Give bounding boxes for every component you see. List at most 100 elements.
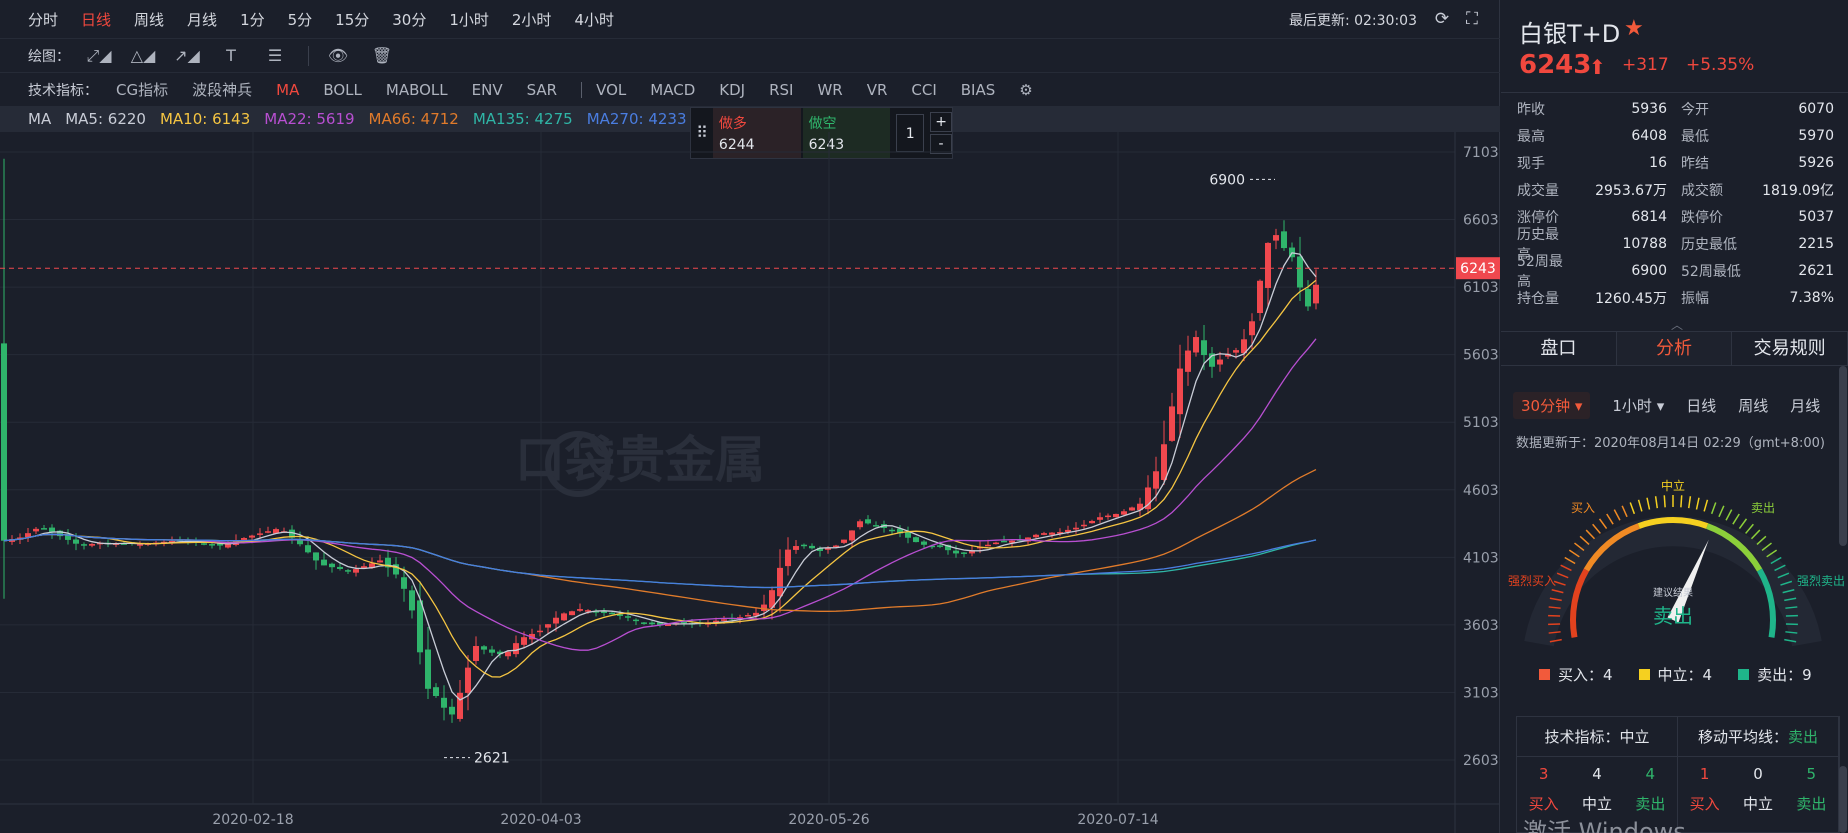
fullscreen-icon[interactable]: ⛶ <box>1466 9 1478 29</box>
gauge-tick <box>1560 564 1572 572</box>
candle-body <box>1137 503 1143 511</box>
gauge-tick <box>1553 580 1566 586</box>
sub-indicator-tab[interactable]: RSI <box>769 80 794 99</box>
analysis-period-tab[interactable]: 月线 <box>1790 396 1821 415</box>
sub-indicator-tab[interactable]: WR <box>817 80 843 99</box>
sub-indicator-tab[interactable]: BIAS <box>960 80 996 99</box>
refresh-icon[interactable]: ⟳ <box>1434 9 1450 29</box>
legend-item: 卖出：9 <box>1738 664 1812 685</box>
favorite-star-icon[interactable]: ★ <box>1624 16 1644 41</box>
period-tab[interactable]: 1小时 <box>449 10 489 29</box>
period-tab[interactable]: 15分 <box>335 10 370 29</box>
gauge-tick <box>1780 580 1793 586</box>
scrollbar[interactable] <box>1839 366 1847 546</box>
stat-value: 6814 <box>1631 208 1667 225</box>
sub-indicator-tab[interactable]: KDJ <box>719 80 746 99</box>
stat-label: 今开 <box>1681 101 1709 118</box>
indicator-tab[interactable]: MA <box>276 80 300 99</box>
analysis-period-tab[interactable]: 日线 <box>1686 396 1717 415</box>
indicator-settings-icon[interactable]: ⚙ <box>1019 80 1033 99</box>
candle-body <box>1201 340 1207 356</box>
line-tool-icon[interactable]: ⤢◢ <box>86 45 112 65</box>
period-tab[interactable]: 月线 <box>187 10 218 29</box>
y-tick-label: 6103 <box>1463 280 1499 296</box>
eye-icon[interactable]: 👁 <box>327 45 349 65</box>
drag-handle-icon[interactable]: ⠿ <box>696 123 708 142</box>
legend-swatch <box>1539 669 1550 680</box>
indicator-tab[interactable]: MABOLL <box>385 80 448 99</box>
period-tab[interactable]: 4小时 <box>574 10 614 29</box>
fib-tool-icon[interactable]: ☰ <box>267 45 283 65</box>
candlestick-chart[interactable]: 7103 6603 6103 5603 5103 4603 4103 3603 3103 2603… <box>0 132 1500 833</box>
chart-panel: 分时 日线 周线 月线 1分 5分 15分 30分 1小时 2小时 4小时 最后更新: 02:30:… <box>0 0 1500 833</box>
panel-tab[interactable]: 交易规则 <box>1732 332 1848 365</box>
period-tab[interactable]: 日线 <box>81 10 112 29</box>
period-tab[interactable]: 30分 <box>392 10 427 29</box>
indicator-tab[interactable]: BOLL <box>323 80 362 99</box>
candle-body <box>545 624 551 628</box>
ma-value: MA10: 6143 <box>159 110 251 128</box>
candle-body <box>809 545 815 549</box>
legend-swatch <box>1638 669 1650 680</box>
sub-indicator-tab[interactable]: CCI <box>911 80 937 99</box>
candle-body <box>209 544 215 546</box>
summary-count: 0 <box>1753 765 1763 783</box>
arrow-tool-icon[interactable]: ↗◢ <box>174 45 200 65</box>
candle-body <box>137 544 143 546</box>
analysis-period-tab[interactable]: 30分钟 ▾ <box>1513 391 1591 419</box>
period-tab[interactable]: 1分 <box>240 10 265 29</box>
trash-icon[interactable]: 🗑 <box>371 45 393 65</box>
stat-label: 52周最高 <box>1517 253 1563 290</box>
candle-body <box>1097 517 1103 520</box>
stat-value: 6900 <box>1631 262 1667 279</box>
text-tool-icon[interactable]: T <box>226 45 236 65</box>
gauge-caption: 建议结果 <box>1653 586 1693 599</box>
y-tick-label: 6603 <box>1463 213 1499 229</box>
period-tab[interactable]: 周线 <box>134 10 165 29</box>
candle-body <box>1121 511 1127 515</box>
buy-long-button[interactable]: 做多 6244 <box>712 108 801 158</box>
analysis-period-tab[interactable]: 周线 <box>1738 396 1769 415</box>
gauge-tick <box>1718 505 1725 518</box>
gauge-tick <box>1703 499 1709 512</box>
gauge-needle <box>1667 539 1709 623</box>
sub-indicator-tab[interactable]: VR <box>866 80 888 99</box>
period-tab[interactable]: 分时 <box>28 10 59 29</box>
sell-short-button[interactable]: 做空 6243 <box>802 108 891 158</box>
candle-body <box>169 540 175 543</box>
indicator-tab[interactable]: SAR <box>526 80 558 99</box>
stat-label: 52周最低 <box>1681 263 1741 280</box>
analysis-period-tab[interactable]: 1小时 ▾ <box>1612 396 1665 415</box>
candle-body <box>929 545 935 548</box>
sub-indicator-tab[interactable]: VOL <box>596 80 627 99</box>
quantity-minus-button[interactable]: - <box>930 134 953 154</box>
summary-header: 移动平均线：卖出 <box>1678 717 1838 757</box>
candle-body <box>481 646 487 650</box>
indicator-tab[interactable]: CG指标 <box>116 81 169 99</box>
gauge-arc-segment <box>1583 523 1640 572</box>
stats-row: 持仓量 1260.45万 振幅 7.38% <box>1501 284 1848 311</box>
indicator-tab[interactable]: ENV <box>471 80 503 99</box>
candle-body <box>473 646 479 661</box>
windows-activation-watermark: 激活 Windows <box>1523 818 1686 833</box>
candle-body <box>801 544 807 547</box>
stat-label: 历史最低 <box>1681 236 1737 253</box>
triangle-tool-icon[interactable]: △◢ <box>130 45 156 65</box>
stat-label: 成交量 <box>1517 182 1559 199</box>
candle-body <box>225 543 231 548</box>
candle-body <box>1089 520 1095 524</box>
candle-body <box>273 529 279 534</box>
candle-body <box>505 651 511 657</box>
collapse-icon[interactable]: ︿ <box>1671 318 1684 332</box>
scrollbar-lower[interactable] <box>1839 766 1847 833</box>
period-tab[interactable]: 5分 <box>287 10 313 29</box>
candle-body <box>633 619 639 622</box>
indicator-tab[interactable]: 波段神兵 <box>192 81 253 99</box>
sub-indicator-tab[interactable]: MACD <box>650 80 696 99</box>
quantity-plus-button[interactable]: + <box>930 112 953 132</box>
stats-row: 成交量 2953.67万 成交额 1819.09亿 <box>1501 176 1848 203</box>
panel-tab[interactable]: 分析 <box>1616 332 1733 365</box>
last-price: 6243 <box>1519 50 1592 80</box>
panel-tab[interactable]: 盘口 <box>1501 332 1617 365</box>
period-tab[interactable]: 2小时 <box>511 10 552 29</box>
